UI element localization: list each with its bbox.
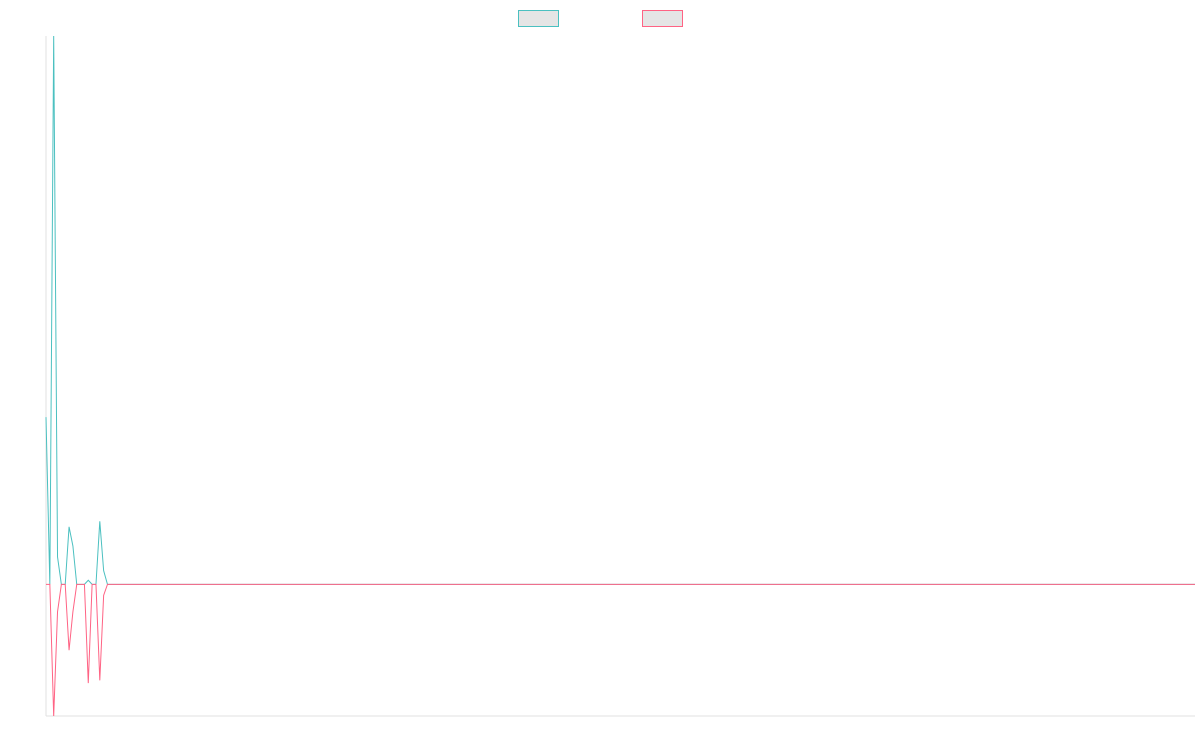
legend-item-2[interactable] <box>642 10 683 27</box>
legend-swatch-1[interactable] <box>518 10 559 27</box>
series-line-1 <box>45 35 1195 585</box>
legend-swatch-2[interactable] <box>642 10 683 27</box>
chart-series <box>45 35 1195 717</box>
legend-item-1[interactable] <box>518 10 559 27</box>
chart-legend <box>518 10 683 27</box>
series-line-2 <box>46 583 1195 717</box>
chart-axes <box>45 36 1195 717</box>
